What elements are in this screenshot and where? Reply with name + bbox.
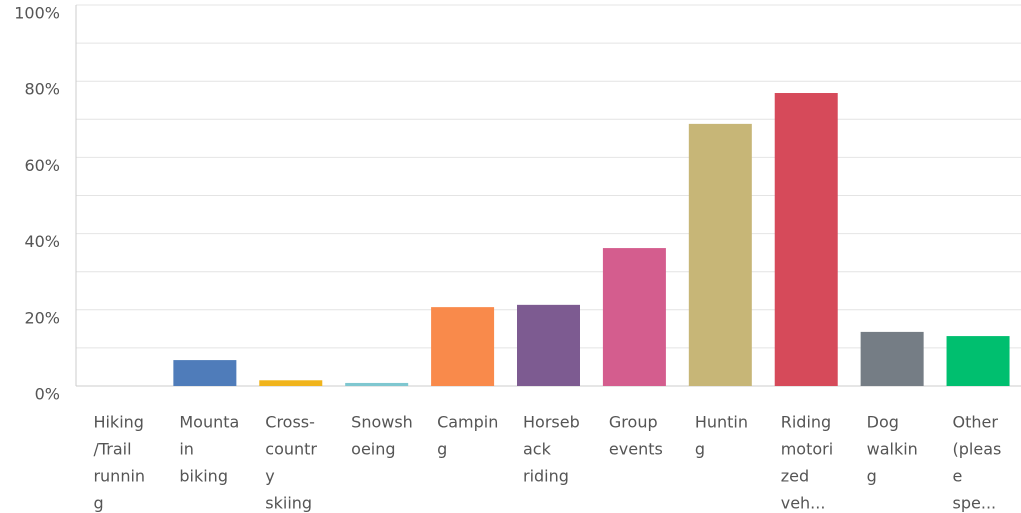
bar	[946, 336, 1010, 386]
y-tick-label: 60%	[24, 156, 60, 175]
x-tick-label: g	[695, 440, 705, 459]
y-tick-label: 40%	[24, 232, 60, 251]
x-tick-label: in	[179, 440, 194, 459]
x-tick-label: oeing	[351, 440, 395, 459]
bar	[173, 360, 237, 386]
x-tick-label: Huntin	[695, 413, 748, 432]
bar	[517, 304, 580, 386]
x-tick-label: Group	[609, 413, 658, 432]
bar	[259, 380, 323, 386]
x-tick-label: /Trail	[93, 440, 131, 459]
x-tick-label: walkin	[867, 440, 918, 459]
bar	[860, 331, 924, 386]
bar	[602, 248, 666, 386]
bar	[774, 93, 838, 387]
bar	[345, 382, 409, 386]
x-tick-label: events	[609, 440, 663, 459]
bar	[431, 307, 495, 386]
x-tick-label: biking	[179, 467, 228, 486]
x-tick-label: Hiking	[93, 413, 143, 432]
x-tick-label: riding	[523, 467, 569, 486]
y-tick-label: 100%	[14, 4, 60, 23]
x-tick-label: ack	[523, 440, 552, 459]
x-tick-label: g	[437, 440, 447, 459]
x-tick-label: skiing	[265, 494, 312, 513]
x-tick-label: g	[93, 494, 103, 513]
x-tick-label: Campin	[437, 413, 498, 432]
y-tick-label: 20%	[24, 308, 60, 327]
x-tick-label: zed	[781, 467, 809, 486]
x-tick-label: Horseb	[523, 413, 580, 432]
x-tick-label: countr	[265, 440, 317, 459]
y-tick-label: 0%	[35, 385, 60, 404]
x-tick-label: Cross-	[265, 413, 315, 432]
x-tick-label: runnin	[93, 467, 145, 486]
x-tick-label: motori	[781, 440, 833, 459]
x-tick-label: y	[265, 467, 274, 486]
x-tick-label: e	[953, 467, 963, 486]
x-tick-label: spe...	[953, 494, 997, 513]
x-tick-label: (pleas	[953, 440, 1002, 459]
x-tick-label: veh...	[781, 494, 826, 513]
x-tick-label: g	[867, 467, 877, 486]
x-tick-label: Mounta	[179, 413, 239, 432]
x-tick-label: Riding	[781, 413, 831, 432]
x-tick-label: Other	[953, 413, 999, 432]
y-tick-label: 80%	[24, 80, 60, 99]
x-tick-label: Dog	[867, 413, 899, 432]
x-tick-label: Snowsh	[351, 413, 413, 432]
bar	[688, 123, 752, 386]
